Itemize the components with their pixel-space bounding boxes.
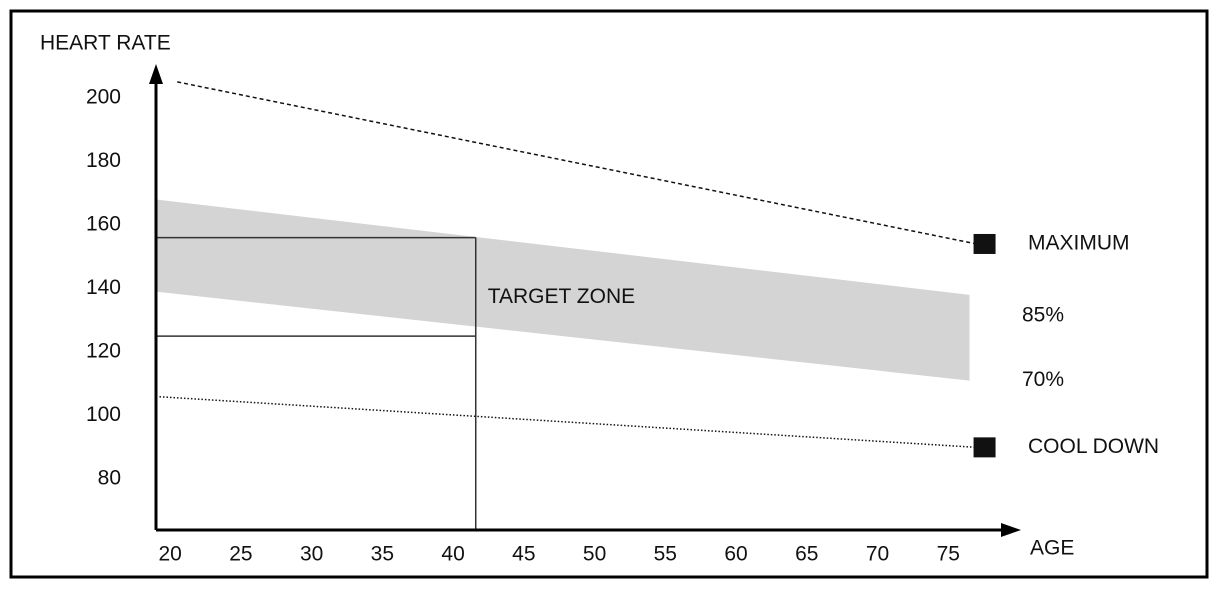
- y-tick-label: 80: [98, 467, 121, 490]
- x-tick-label: 65: [795, 543, 818, 566]
- x-tick-label: 40: [441, 543, 464, 566]
- x-tick-label: 70: [866, 543, 889, 566]
- y-tick-label: 140: [86, 276, 121, 299]
- x-tick-label: 60: [724, 543, 747, 566]
- y-tick-label: 160: [86, 212, 121, 235]
- series-line: [177, 81, 977, 245]
- target-band: [156, 199, 970, 381]
- x-axis-arrow: [1001, 523, 1021, 537]
- y-tick-label: 200: [86, 85, 121, 108]
- x-tick-label: 45: [512, 543, 535, 566]
- y-tick-label: 100: [86, 403, 121, 426]
- y-axis-label: HEART RATE: [40, 32, 171, 55]
- legend-marker: [973, 437, 996, 458]
- x-axis-label: AGE: [1030, 537, 1074, 560]
- band-upper-label: 85%: [1022, 303, 1064, 326]
- series-line: [155, 395, 977, 449]
- x-tick-label: 25: [229, 543, 252, 566]
- y-tick-label: 120: [86, 340, 121, 363]
- x-tick-label: 75: [937, 543, 960, 566]
- legend-marker: [973, 233, 996, 254]
- x-tick-label: 35: [371, 543, 394, 566]
- series-label: MAXIMUM: [1028, 232, 1130, 255]
- frame: [9, 9, 1209, 579]
- y-tick-label: 180: [86, 149, 121, 172]
- x-tick-label: 55: [654, 543, 677, 566]
- band-lower-label: 70%: [1022, 368, 1064, 391]
- x-tick-label: 30: [300, 543, 323, 566]
- target-label: TARGET ZONE: [488, 285, 635, 308]
- x-tick-label: 50: [583, 543, 606, 566]
- x-tick-label: 20: [158, 543, 181, 566]
- y-axis-arrow: [149, 64, 163, 84]
- series-label: COOL DOWN: [1028, 435, 1159, 458]
